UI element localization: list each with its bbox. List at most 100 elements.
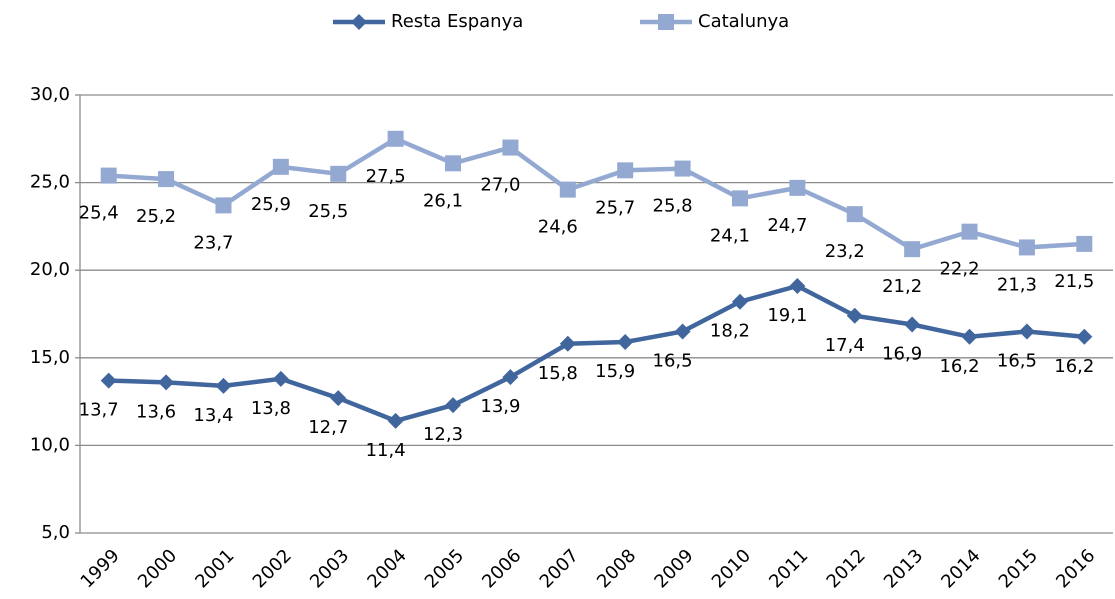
data-label: 25,5 xyxy=(308,201,348,222)
x-tick-label: 2006 xyxy=(478,545,525,592)
data-label: 16,5 xyxy=(653,351,693,372)
data-label: 24,7 xyxy=(767,215,807,236)
data-label: 13,4 xyxy=(193,405,233,426)
point-marker xyxy=(387,412,404,429)
point-marker xyxy=(904,316,921,333)
data-label: 27,0 xyxy=(480,175,520,196)
point-marker xyxy=(215,377,232,394)
x-tick-label: 2002 xyxy=(249,545,296,592)
point-marker xyxy=(502,139,519,156)
data-label: 13,6 xyxy=(136,401,176,422)
data-label: 25,8 xyxy=(653,196,693,217)
point-marker xyxy=(846,206,863,223)
data-label: 21,2 xyxy=(882,276,922,297)
data-label: 27,5 xyxy=(366,166,406,187)
point-marker xyxy=(158,171,175,188)
point-marker xyxy=(674,323,691,340)
data-label: 13,8 xyxy=(251,398,291,419)
point-marker xyxy=(1018,239,1035,256)
x-tick-label: 2000 xyxy=(134,545,181,592)
point-marker xyxy=(330,165,347,182)
x-tick-label: 1999 xyxy=(77,545,124,592)
x-tick-label: 2016 xyxy=(1052,545,1099,592)
data-label: 23,7 xyxy=(193,232,233,253)
data-label: 24,1 xyxy=(710,225,750,246)
point-marker xyxy=(215,197,232,214)
x-tick-label: 2007 xyxy=(536,545,583,592)
series-line xyxy=(108,283,1085,424)
legend-label: Resta Espanya xyxy=(391,11,523,32)
point-marker xyxy=(617,334,634,351)
point-marker xyxy=(559,335,576,352)
y-tick-label: 5,0 xyxy=(41,522,70,543)
data-label: 15,9 xyxy=(595,361,635,382)
data-label: 16,2 xyxy=(1054,356,1094,377)
data-label: 16,5 xyxy=(997,351,1037,372)
point-marker xyxy=(100,167,117,184)
data-label: 17,4 xyxy=(825,335,865,356)
data-label: 16,2 xyxy=(939,356,979,377)
data-label: 23,2 xyxy=(825,241,865,262)
point-marker xyxy=(846,307,863,324)
x-tick-label: 2009 xyxy=(650,545,697,592)
data-label: 21,3 xyxy=(997,274,1037,295)
data-label: 18,2 xyxy=(710,321,750,342)
data-label: 25,7 xyxy=(595,197,635,218)
y-tick-label: 30,0 xyxy=(30,84,70,105)
x-tick-label: 2004 xyxy=(363,545,410,592)
x-tick-label: 2010 xyxy=(708,545,755,592)
data-label: 13,7 xyxy=(79,400,119,421)
data-label: 25,2 xyxy=(136,206,176,227)
x-tick-label: 2001 xyxy=(191,545,238,592)
point-marker xyxy=(731,190,748,207)
point-marker xyxy=(100,372,117,389)
y-tick-label: 15,0 xyxy=(30,347,70,368)
x-tick-label: 2008 xyxy=(593,545,640,592)
data-label: 13,9 xyxy=(480,396,520,417)
point-marker xyxy=(674,160,691,177)
point-marker xyxy=(961,328,978,345)
data-label: 19,1 xyxy=(767,305,807,326)
data-label: 12,3 xyxy=(423,424,463,445)
data-label: 16,9 xyxy=(882,344,922,365)
point-marker xyxy=(330,390,347,407)
legend-marker xyxy=(658,14,674,30)
x-tick-label: 2005 xyxy=(421,545,468,592)
point-marker xyxy=(617,162,634,179)
x-tick-label: 2015 xyxy=(995,545,1042,592)
point-marker xyxy=(502,369,519,386)
y-tick-label: 25,0 xyxy=(30,172,70,193)
point-marker xyxy=(961,223,978,240)
point-marker xyxy=(731,293,748,310)
data-label: 22,2 xyxy=(939,259,979,280)
data-label: 26,1 xyxy=(423,190,463,211)
point-marker xyxy=(789,277,806,294)
point-marker xyxy=(1076,235,1093,252)
data-label: 12,7 xyxy=(308,417,348,438)
data-label: 24,6 xyxy=(538,217,578,238)
point-marker xyxy=(445,397,462,414)
y-tick-label: 10,0 xyxy=(30,434,70,455)
data-label: 21,5 xyxy=(1054,271,1094,292)
legend-marker xyxy=(351,14,367,30)
point-marker xyxy=(904,241,921,258)
point-marker xyxy=(272,158,289,175)
series-line xyxy=(108,136,1085,252)
x-tick-label: 2012 xyxy=(823,545,870,592)
x-tick-label: 2003 xyxy=(306,545,353,592)
point-marker xyxy=(158,374,175,391)
point-marker xyxy=(559,181,576,198)
data-label: 25,9 xyxy=(251,194,291,215)
x-tick-label: 2011 xyxy=(765,545,812,592)
x-tick-label: 2014 xyxy=(937,545,984,592)
data-label: 15,8 xyxy=(538,363,578,384)
data-label: 11,4 xyxy=(366,440,406,461)
point-marker xyxy=(1018,323,1035,340)
point-marker xyxy=(445,155,462,172)
point-marker xyxy=(1076,328,1093,345)
y-tick-label: 20,0 xyxy=(30,259,70,280)
point-marker xyxy=(272,370,289,387)
legend-label: Catalunya xyxy=(698,11,789,32)
point-marker xyxy=(789,179,806,196)
